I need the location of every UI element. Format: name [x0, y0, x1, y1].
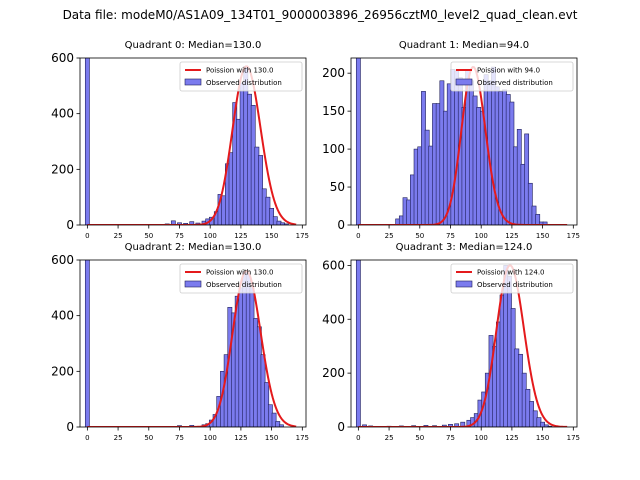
panel-title: Quadrant 0: Median=130.0: [125, 40, 262, 51]
x-tick-label: 25: [385, 434, 394, 442]
legend: Poission with 124.0 Observed distribution: [450, 263, 574, 294]
quadrant-panel-3: 0 25 50 75 100 125 150 175 0 200 400 600 Quadrant 3:…: [322, 242, 580, 442]
axes-frame: [79, 259, 307, 428]
histogram-bar: [448, 424, 453, 427]
x-tick-label: 175: [296, 232, 309, 240]
x-tick-label: 175: [567, 434, 580, 442]
x-tick-label: 25: [114, 232, 123, 240]
x-tick-label: 125: [505, 232, 518, 240]
plot-area: [84, 58, 297, 225]
axes-frame: [79, 57, 307, 226]
x-tick-label: 150: [536, 434, 549, 442]
x-tick-label: 150: [265, 434, 278, 442]
histogram-bar: [84, 260, 90, 427]
legend-poisson-label: Poission with 124.0: [477, 269, 545, 277]
histogram-bar: [84, 58, 90, 225]
x-tick-label: 125: [234, 434, 247, 442]
legend: Poission with 130.0 Observed distribution: [179, 263, 303, 294]
legend-poisson-label: Poission with 94.0: [477, 67, 540, 75]
y-tick-label: 200: [51, 364, 74, 378]
histogram-bar: [355, 260, 361, 427]
panel-title: Quadrant 1: Median=94.0: [399, 40, 529, 51]
legend-poisson-label: Poission with 130.0: [206, 269, 274, 277]
histogram-bar: [355, 58, 361, 225]
y-tick-label: 50: [330, 180, 345, 194]
legend: Poission with 130.0 Observed distribution: [179, 61, 303, 92]
legend-box: [450, 61, 574, 92]
legend-box: [179, 61, 303, 92]
legend-observed-swatch: [455, 280, 473, 288]
quadrant-panel-2: 0 25 50 75 100 125 150 175 0 200 400 600 Quadrant 2:…: [51, 242, 309, 442]
axes-frame: [350, 57, 578, 226]
legend-box: [450, 263, 574, 294]
x-tick-label: 0: [356, 232, 360, 240]
legend-observed-label: Observed distribution: [477, 79, 553, 87]
histogram-bar: [271, 412, 277, 427]
legend-observed-swatch: [184, 78, 202, 86]
y-tick-label: 100: [322, 142, 345, 156]
legend-observed-label: Observed distribution: [206, 281, 282, 289]
histogram-bar: [524, 133, 530, 225]
x-tick-label: 0: [85, 434, 89, 442]
histogram-bar: [279, 424, 284, 427]
x-tick-label: 75: [175, 434, 184, 442]
y-tick-label: 150: [322, 104, 345, 118]
y-tick-label: 200: [51, 162, 74, 176]
y-tick-label: 0: [337, 420, 345, 434]
y-tick-label: 400: [51, 309, 74, 323]
legend-observed-swatch: [455, 78, 473, 86]
y-tick-label: 400: [51, 107, 74, 121]
legend-box: [179, 263, 303, 294]
x-tick-label: 75: [446, 232, 455, 240]
y-tick-label: 200: [322, 366, 345, 380]
x-tick-label: 125: [505, 434, 518, 442]
x-tick-label: 75: [175, 232, 184, 240]
x-tick-label: 50: [144, 232, 153, 240]
quadrant-panel-1: 0 25 50 75 100 125 150 175 0 50 100 150 200 Quadrant …: [322, 40, 580, 240]
y-tick-label: 400: [322, 312, 345, 326]
histogram-bar: [527, 182, 533, 225]
axes-frame: [350, 259, 578, 428]
histogram-bar: [542, 221, 548, 225]
x-tick-label: 50: [144, 434, 153, 442]
x-tick-label: 100: [204, 434, 217, 442]
legend-observed-label: Observed distribution: [206, 79, 282, 87]
plot-area: [84, 260, 297, 427]
x-tick-label: 25: [114, 434, 123, 442]
y-tick-label: 600: [322, 258, 345, 272]
y-tick-label: 0: [337, 218, 345, 232]
y-tick-label: 600: [51, 51, 74, 65]
x-tick-label: 175: [567, 232, 580, 240]
x-tick-label: 25: [385, 232, 394, 240]
x-tick-label: 75: [446, 434, 455, 442]
x-tick-label: 0: [85, 232, 89, 240]
figure-title: Data file: modeM0/AS1A09_134T01_90000038…: [62, 8, 578, 22]
y-tick-label: 600: [51, 253, 74, 267]
x-tick-label: 175: [296, 434, 309, 442]
x-tick-label: 100: [204, 232, 217, 240]
y-tick-label: 0: [66, 420, 74, 434]
y-tick-label: 0: [66, 218, 74, 232]
x-tick-label: 150: [536, 232, 549, 240]
x-tick-label: 100: [475, 232, 488, 240]
panel-title: Quadrant 2: Median=130.0: [125, 242, 262, 253]
panel-title: Quadrant 3: Median=124.0: [396, 242, 533, 253]
histogram-bar: [189, 221, 195, 225]
x-tick-label: 150: [265, 232, 278, 240]
quadrant-panel-0: 0 25 50 75 100 125 150 175 0 200 400 600 Quadrant 0:…: [51, 40, 309, 240]
x-tick-label: 50: [415, 232, 424, 240]
poisson-curve: [358, 66, 568, 225]
y-tick-label: 200: [322, 66, 345, 80]
x-tick-label: 50: [415, 434, 424, 442]
legend-observed-label: Observed distribution: [477, 281, 553, 289]
x-tick-label: 0: [356, 434, 360, 442]
legend-observed-swatch: [184, 280, 202, 288]
histogram-bar: [283, 223, 289, 225]
legend: Poission with 94.0 Observed distribution: [450, 61, 574, 92]
legend-poisson-label: Poission with 130.0: [206, 67, 274, 75]
x-tick-label: 125: [234, 232, 247, 240]
x-tick-label: 100: [475, 434, 488, 442]
